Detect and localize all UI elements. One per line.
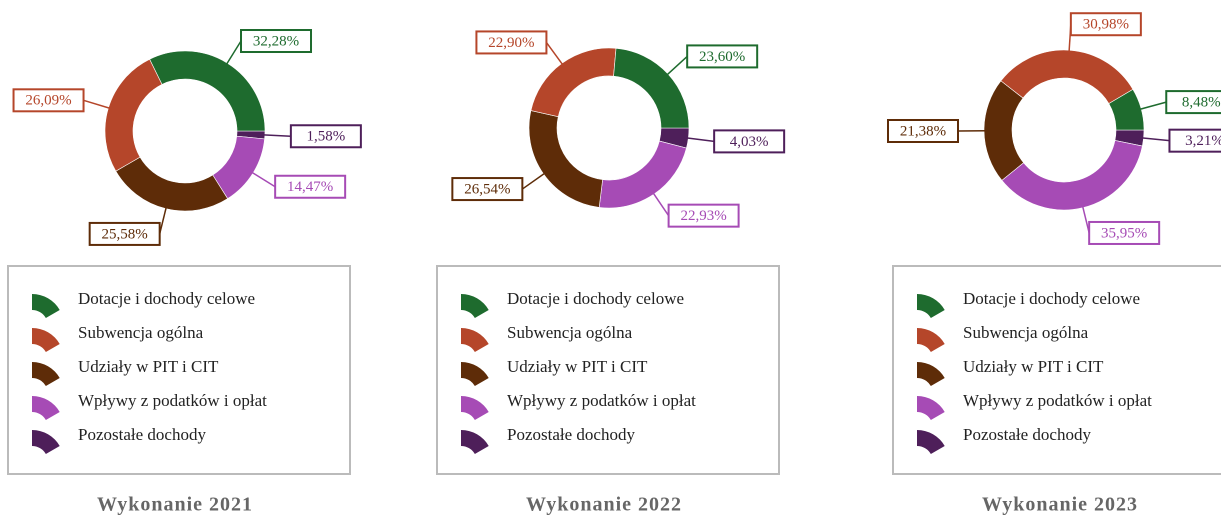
value-label-box	[887, 118, 960, 143]
leader-line	[224, 40, 242, 67]
legend-icon	[917, 395, 945, 420]
legend-icon	[32, 294, 60, 318]
slice	[528, 110, 603, 208]
legend-label: Udziały w PIT i CIT	[507, 357, 648, 376]
legend-icon	[461, 294, 489, 318]
leader-line	[1081, 203, 1090, 234]
legend-label: Pozostałe dochody	[963, 425, 1091, 444]
chart-title: Wykonanie 2021	[97, 494, 253, 516]
value-label-box	[1069, 12, 1142, 37]
value-label-box	[667, 203, 740, 228]
legend-label: Wpływy z podatków i opłat	[963, 391, 1152, 410]
legend-icon	[32, 328, 60, 352]
legend-icon	[917, 327, 945, 352]
leader-line	[545, 41, 565, 68]
legend-icon	[917, 294, 945, 318]
value-label: 26,54%	[464, 181, 510, 197]
slice	[1001, 140, 1143, 211]
slice	[983, 80, 1025, 181]
value-label: 1,58%	[306, 129, 345, 145]
legend-label: Dotacje i dochody celowe	[963, 289, 1140, 308]
legend-label: Subwencja ogólna	[963, 323, 1089, 342]
legend-label: Wpływy z podatków i opłat	[507, 391, 696, 410]
value-label: 22,90%	[488, 35, 534, 51]
legend-icon	[461, 362, 489, 386]
value-label-box	[1088, 220, 1161, 245]
leader-line	[158, 204, 168, 235]
value-label: 22,93%	[680, 208, 726, 224]
value-label: 35,95%	[1101, 225, 1147, 241]
legend-box	[892, 265, 1221, 475]
legend-icon	[32, 396, 60, 420]
value-label: 8,48%	[1182, 95, 1221, 111]
value-label-box	[1165, 90, 1221, 115]
legend-label: Dotacje i dochody celowe	[507, 289, 684, 308]
legend-label: Wpływy z podatków i opłat	[78, 391, 267, 410]
value-label-box	[713, 129, 786, 154]
value-label-box	[1168, 128, 1221, 153]
slice	[598, 140, 687, 209]
legend-label: Udziały w PIT i CIT	[963, 357, 1104, 376]
slice	[115, 156, 229, 212]
value-label-box	[240, 29, 313, 54]
legend-label: Subwencja ogólna	[507, 323, 633, 342]
chart-title: Wykonanie 2023	[982, 494, 1138, 516]
legend-box	[7, 265, 351, 475]
slice	[613, 47, 690, 129]
value-label: 26,09%	[25, 93, 71, 109]
slice	[149, 50, 266, 132]
value-label: 30,98%	[1083, 17, 1129, 33]
legend-icon	[917, 362, 945, 386]
legend-label: Subwencja ogólna	[78, 323, 204, 342]
value-label-box	[451, 177, 524, 202]
value-label: 4,03%	[730, 134, 769, 150]
leader-line	[249, 170, 276, 188]
leader-line	[651, 190, 670, 217]
leader-line	[684, 136, 715, 143]
value-label-box	[88, 221, 161, 246]
value-label: 21,38%	[900, 123, 946, 139]
value-label-box	[289, 124, 362, 149]
legend-box	[436, 265, 780, 475]
value-label: 14,47%	[287, 179, 333, 195]
value-label-box	[12, 88, 85, 113]
slice	[1108, 88, 1145, 131]
value-label-box	[475, 30, 548, 55]
legend-label: Pozostałe dochody	[78, 425, 206, 444]
slice	[104, 58, 163, 172]
leader-line	[521, 171, 548, 190]
legend-icon	[32, 430, 60, 454]
legend-icon	[461, 328, 489, 352]
slice	[1000, 49, 1134, 104]
value-label: 25,58%	[102, 226, 148, 242]
value-label: 3,21%	[1185, 133, 1221, 149]
value-label: 32,28%	[253, 33, 299, 49]
legend-label: Dotacje i dochody celowe	[78, 289, 255, 308]
legend-label: Pozostałe dochody	[507, 425, 635, 444]
legend-icon	[32, 362, 60, 386]
leader-line	[1139, 136, 1170, 142]
chart-title: Wykonanie 2022	[526, 494, 682, 516]
value-label: 23,60%	[699, 49, 745, 65]
legend-icon	[461, 396, 489, 420]
legend-icon	[461, 430, 489, 454]
slice	[530, 47, 617, 118]
legend-icon	[917, 430, 945, 454]
value-label-box	[274, 174, 347, 199]
leader-line	[1137, 101, 1167, 111]
leader-line	[260, 134, 291, 138]
value-label-box	[686, 44, 759, 69]
legend-label: Udziały w PIT i CIT	[78, 357, 219, 376]
leader-line	[664, 55, 688, 78]
leader-line	[83, 99, 113, 110]
